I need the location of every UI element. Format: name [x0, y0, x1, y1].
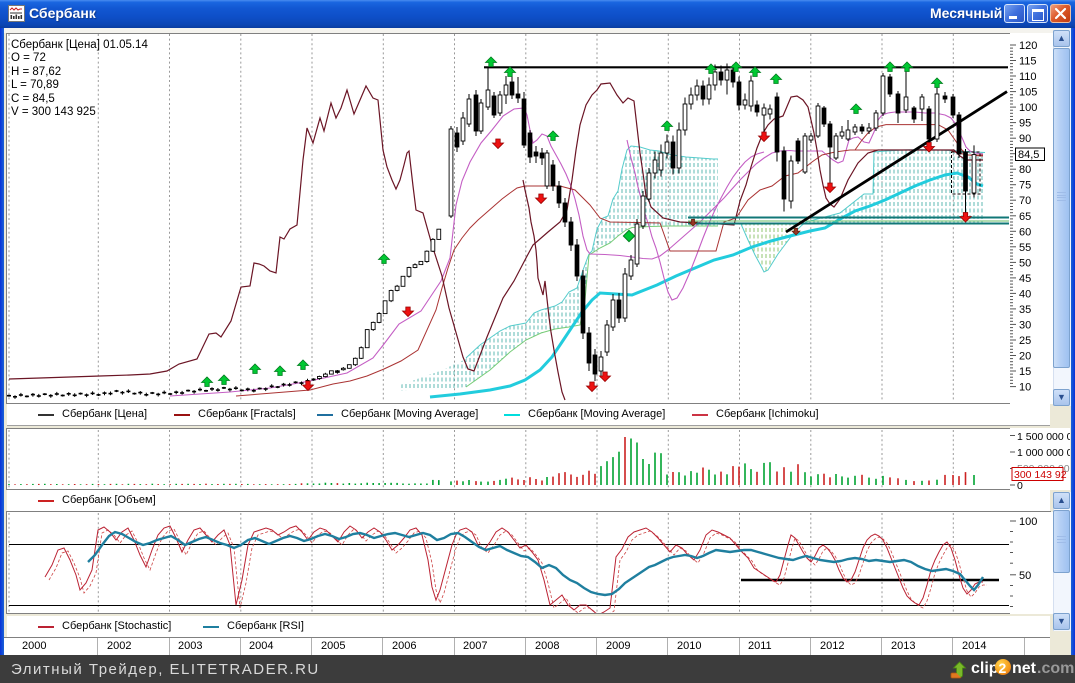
svg-text:105: 105: [1019, 87, 1037, 99]
svg-text:115: 115: [1019, 56, 1037, 68]
svg-text:90: 90: [1019, 133, 1031, 145]
svg-text:120: 120: [1019, 40, 1037, 52]
svg-text:100: 100: [1019, 516, 1037, 528]
svg-text:75: 75: [1019, 180, 1031, 192]
svg-text:110: 110: [1019, 71, 1037, 83]
svg-text:15: 15: [1019, 366, 1031, 378]
svg-text:60: 60: [1019, 226, 1031, 238]
svg-text:30: 30: [1019, 319, 1031, 331]
svg-text:80: 80: [1019, 164, 1031, 176]
svg-text:84,5: 84,5: [1018, 149, 1039, 161]
svg-text:20: 20: [1019, 351, 1031, 363]
svg-text:40: 40: [1019, 288, 1031, 300]
svg-text:45: 45: [1019, 273, 1031, 285]
svg-text:0: 0: [1017, 480, 1023, 490]
svg-text:35: 35: [1019, 304, 1031, 316]
svg-text:70: 70: [1019, 195, 1031, 207]
svg-text:50: 50: [1019, 257, 1031, 269]
svg-text:25: 25: [1019, 335, 1031, 347]
svg-text:65: 65: [1019, 211, 1031, 223]
svg-text:300 143 92: 300 143 92: [1014, 469, 1067, 481]
svg-text:55: 55: [1019, 242, 1031, 254]
svg-text:95: 95: [1019, 118, 1031, 130]
svg-text:1 000 000 0: 1 000 000 0: [1017, 447, 1070, 459]
svg-text:10: 10: [1019, 382, 1031, 394]
svg-text:100: 100: [1019, 102, 1037, 114]
svg-text:1 500 000 0: 1 500 000 0: [1017, 431, 1070, 443]
svg-text:50: 50: [1019, 570, 1031, 582]
